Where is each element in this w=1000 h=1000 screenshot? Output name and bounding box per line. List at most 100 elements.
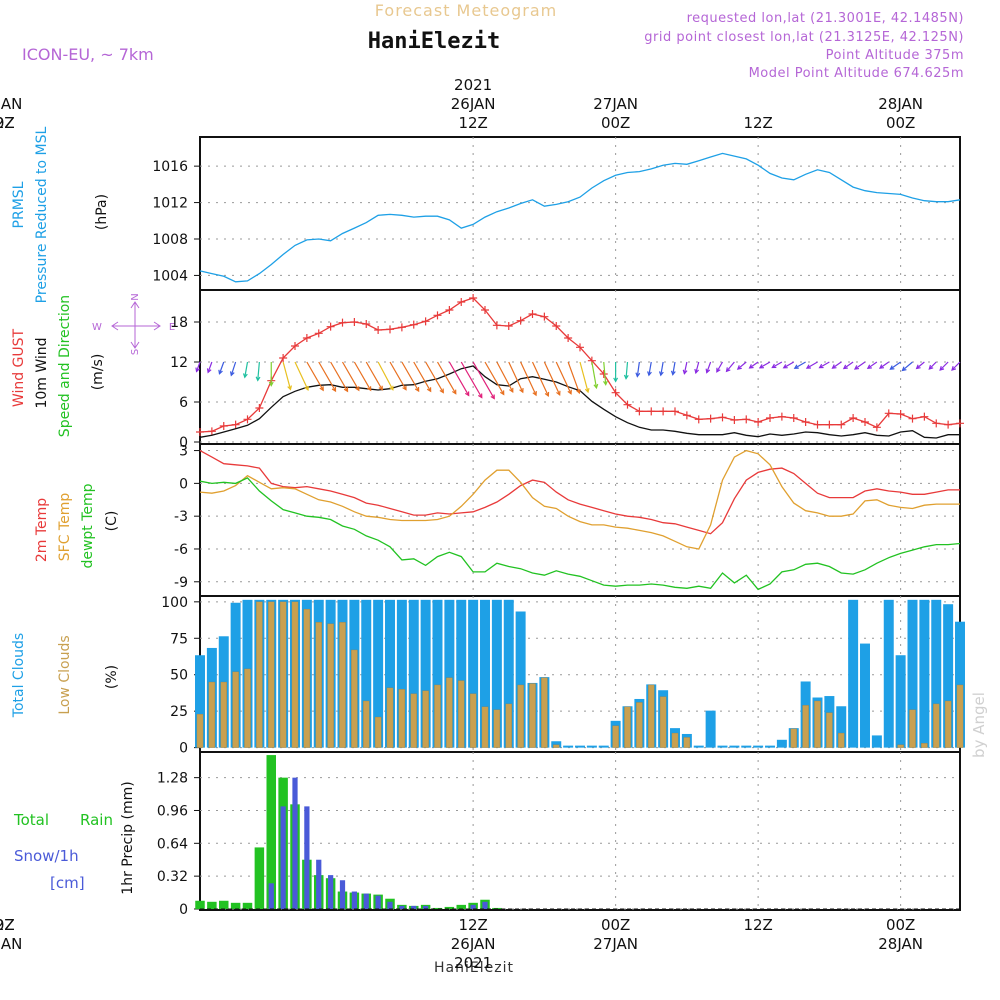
low-cloud-bar (529, 683, 536, 748)
y-tick-label: 0 (179, 476, 188, 492)
wind-arrow (448, 361, 470, 397)
wind-arrow-head (623, 374, 629, 380)
y-tick-label: 1004 (152, 268, 188, 284)
gust-point (718, 413, 727, 422)
low-cloud-bar (434, 684, 441, 748)
gust-point (956, 419, 964, 428)
snow-bar (363, 893, 369, 909)
total-cloud-bar (373, 599, 384, 748)
total-cloud-bar (919, 599, 930, 748)
total-cloud-bar (195, 655, 205, 748)
gust-point (706, 414, 715, 423)
wind-arrow-shaft (716, 361, 724, 373)
snow-bar (304, 806, 310, 909)
wind-arrow (736, 361, 747, 370)
wind10-label: 10m Wind (34, 337, 50, 408)
low-cloud-bar (327, 623, 334, 748)
total-cloud-bar (931, 599, 942, 748)
wind-arrow (758, 361, 771, 369)
wind-arrow (623, 361, 629, 380)
wind-arrow-head (682, 369, 688, 375)
snow-bar (339, 880, 346, 909)
gust-point (623, 400, 632, 409)
wind-arrow (635, 361, 641, 378)
wind-arrow-head (519, 388, 524, 394)
wind-arrow (472, 361, 495, 400)
gust-point (730, 416, 739, 424)
y-tick-label: 6 (179, 395, 188, 411)
snow-bar (292, 777, 298, 909)
wind-arrow-shaft (460, 361, 483, 398)
low-cloud-bar (541, 677, 548, 748)
gust-point (386, 325, 394, 334)
gust-point (801, 418, 810, 426)
gust-point (314, 329, 323, 338)
y-tick-label: -9 (174, 575, 188, 591)
wind-arrow (496, 361, 514, 393)
wind-arrow-shaft (555, 361, 572, 394)
rain-bar (219, 900, 229, 909)
total-cloud-bar (883, 599, 894, 748)
wind-arrow (853, 361, 866, 370)
total-cloud-bar (396, 599, 407, 748)
total-cloud-bar (480, 599, 490, 748)
t2m-label: 2m Temp (34, 498, 50, 562)
wind-arrow-shaft (783, 361, 795, 369)
gust-point (599, 370, 608, 378)
gust-point (611, 388, 620, 397)
snow-bar (399, 905, 405, 909)
wind-arrow-head (331, 386, 337, 393)
wind-arrow-shaft (567, 361, 580, 394)
total-cloud-bar (895, 655, 906, 748)
low-cloud-bar (410, 693, 417, 748)
point-altitude: Point Altitude 375m (826, 48, 964, 63)
wind-arrow (831, 361, 842, 369)
wind-arrow-shaft (341, 361, 360, 391)
gust-point (576, 343, 584, 352)
wind-arrow-head (556, 390, 561, 396)
low-cloud-bar (374, 716, 382, 748)
wind-arrow-shaft (389, 361, 407, 391)
time-label-top: 28JAN (878, 95, 923, 113)
total-clouds-label: Total Clouds (11, 633, 27, 718)
total-cloud-bar (848, 599, 859, 748)
wind-arrow-shaft (195, 361, 201, 372)
gust-point (932, 419, 941, 428)
panels: 100410081012101606121830-3-6-90255075100… (152, 136, 965, 918)
wind-arrow-head (378, 385, 383, 391)
wind-arrow-head (805, 364, 811, 369)
wind-arrow-shaft (520, 361, 537, 396)
wind-arrow-shaft (939, 361, 949, 371)
wind-arrow (195, 361, 201, 373)
y-tick-label: 1016 (152, 159, 188, 175)
wind-arrow (647, 361, 652, 377)
wind-arrow-shaft (749, 361, 759, 369)
low-cloud-bar (838, 732, 845, 748)
wind-arrow (508, 361, 524, 394)
wind-arrow-shaft (867, 361, 878, 369)
low-cloud-bar (446, 677, 453, 748)
wind-arrow (748, 361, 759, 369)
low-cloud-bar (339, 622, 346, 748)
panel-clouds: 0 25 50 75 100 (161, 595, 965, 757)
wind-arrow (842, 361, 854, 370)
gust-point (409, 320, 418, 329)
wind-arrow-head (951, 365, 957, 371)
low-cloud-bar (303, 608, 311, 748)
compass-arrows (111, 301, 161, 349)
wind-arrow (567, 361, 581, 395)
wind-arrow-head (725, 367, 731, 373)
time-labels: 202126JAN12Z27JAN00Z12Z28JAN00Z12Z29JAN0… (0, 76, 923, 972)
gust-point (326, 322, 335, 331)
wind-arrow-head (343, 387, 349, 393)
y-tick-label: 0.96 (157, 803, 188, 819)
y-tick-label: 75 (170, 631, 188, 647)
snow-bar (411, 905, 417, 909)
wind-arrow-head (670, 370, 676, 376)
gust-point (766, 414, 774, 422)
wind-arrow-shaft (579, 361, 589, 393)
y-tick-label: 0.32 (157, 869, 188, 885)
wind-arrow-shaft (636, 361, 640, 377)
wind-arrow-head (544, 391, 550, 398)
total-cloud-bar (871, 735, 882, 748)
